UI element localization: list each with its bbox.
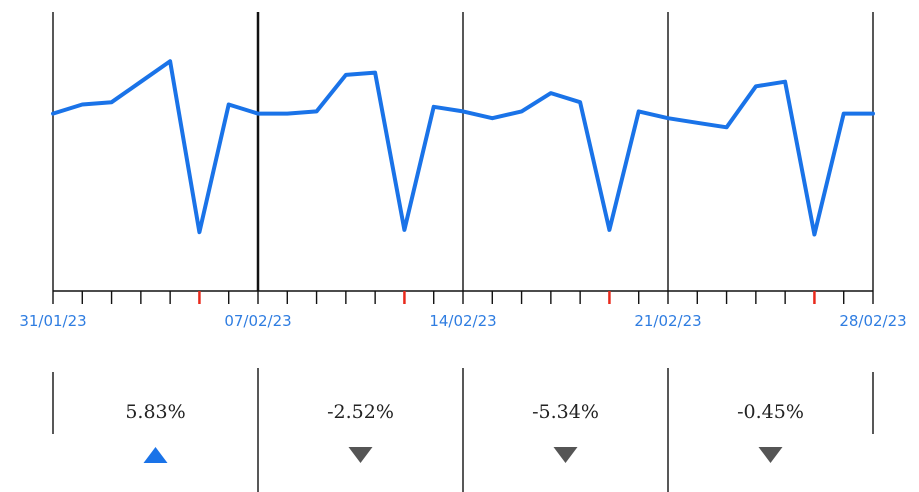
weekly-change-label: -5.34% bbox=[532, 401, 599, 423]
down-arrow-icon bbox=[553, 447, 578, 463]
weekly-change-label: -0.45% bbox=[737, 401, 804, 423]
x-tick-label: 28/02/23 bbox=[839, 312, 906, 330]
up-arrow-icon bbox=[143, 447, 168, 463]
x-axis: 31/01/23 07/02/23 14/02/23 21/02/23 28/02/23 bbox=[19, 290, 907, 330]
x-tick-label: 07/02/23 bbox=[224, 312, 291, 330]
down-arrow-icon bbox=[758, 447, 783, 463]
x-tick-label: 21/02/23 bbox=[634, 312, 701, 330]
weekly-summary: 5.83% -2.52% -5.34% -0.45% bbox=[52, 368, 874, 492]
x-tick-label: 31/01/23 bbox=[19, 312, 86, 330]
weekly-change-label: 5.83% bbox=[125, 401, 185, 423]
weekly-change-label: -2.52% bbox=[327, 401, 394, 423]
series-line bbox=[51, 59, 875, 237]
plot-area bbox=[51, 12, 875, 291]
x-tick-label: 14/02/23 bbox=[429, 312, 496, 330]
down-arrow-icon bbox=[348, 447, 373, 463]
